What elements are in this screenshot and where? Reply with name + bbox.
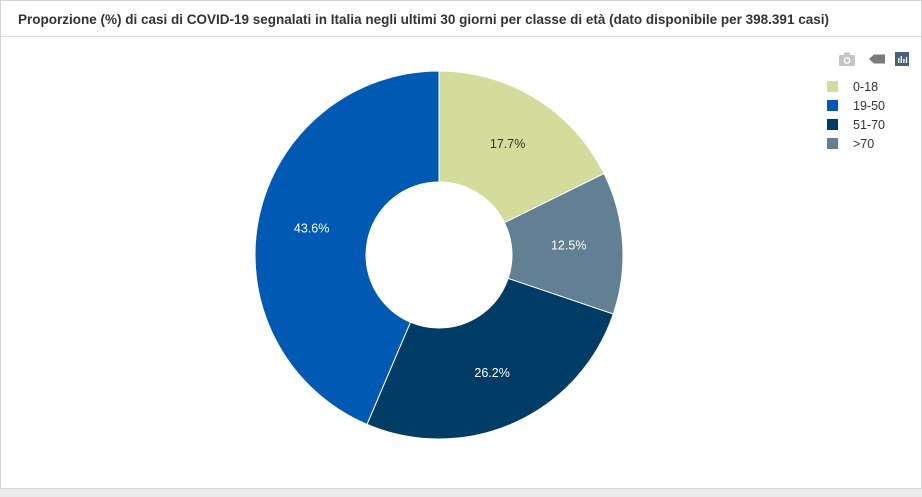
donut-slice-19-50[interactable] — [254, 70, 440, 425]
donut-slice-0-18[interactable] — [438, 70, 605, 224]
legend-item-19-50[interactable]: 19-50 — [827, 96, 885, 115]
donut-chart: 17.7% 12.5% 26.2% 43.6% — [254, 70, 624, 440]
legend-item-51-70[interactable]: 51-70 — [827, 115, 885, 134]
legend-item-over-70[interactable]: >70 — [827, 134, 885, 153]
bar-chart-icon[interactable] — [895, 52, 909, 66]
legend-swatch — [827, 100, 838, 111]
tag-icon[interactable] — [869, 52, 885, 66]
panel-title: Proporzione (%) di casi di COVID-19 segn… — [1, 1, 921, 37]
legend-swatch — [827, 138, 838, 149]
legend-label: 0-18 — [853, 79, 879, 94]
slice-label-19-50: 43.6% — [294, 221, 329, 235]
legend-swatch — [827, 81, 838, 92]
legend-label: 51-70 — [853, 117, 885, 132]
legend-label: >70 — [853, 136, 875, 151]
camera-icon[interactable] — [839, 52, 855, 66]
legend-label: 19-50 — [853, 98, 885, 113]
slice-label-over-70: 12.5% — [551, 239, 586, 253]
slice-label-0-18: 17.7% — [490, 137, 525, 151]
legend-item-0-18[interactable]: 0-18 — [827, 77, 885, 96]
chart-legend: 0-18 19-50 51-70 >70 — [827, 77, 885, 153]
donut-slice-51-70[interactable] — [366, 277, 614, 440]
slice-label-51-70: 26.2% — [474, 366, 509, 380]
legend-swatch — [827, 119, 838, 130]
